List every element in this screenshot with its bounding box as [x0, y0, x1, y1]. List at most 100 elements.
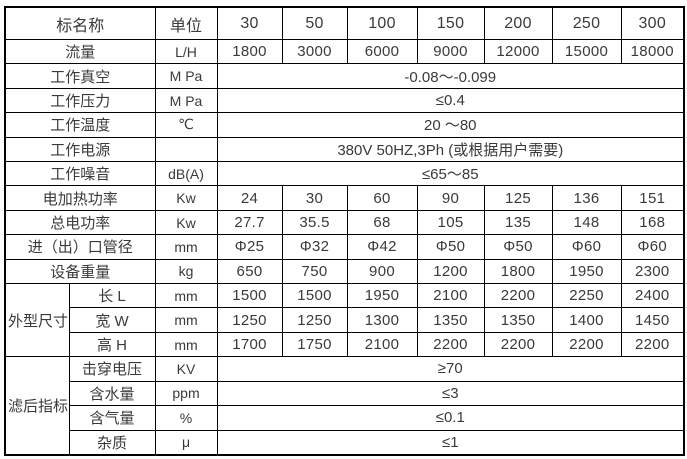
- unit-cell: mm: [154, 234, 218, 260]
- value-cell: Φ25: [216, 234, 283, 260]
- table-row-weight: 设备重量 kg 650 750 900 1200 1800 1950 2300: [4, 258, 685, 285]
- merged-value-cell: -0.08～-0.099: [216, 63, 685, 89]
- row-label: 高 H: [68, 331, 156, 358]
- unit-cell: %: [154, 405, 218, 431]
- value-cell: 1250: [281, 307, 348, 333]
- value-cell: 750: [281, 258, 348, 285]
- table-row-gas-content: 含气量 % ≤0.1: [5, 405, 685, 431]
- merged-value-cell: ≥70: [216, 356, 685, 382]
- value-cell: 135: [483, 209, 553, 236]
- table-row-flow: 流量 L/H 1800 3000 6000 9000 12000 15000 1…: [4, 38, 685, 65]
- header-model: 200: [483, 6, 553, 40]
- value-cell: 148: [551, 209, 622, 236]
- merged-value-cell: ≤0.4: [216, 87, 685, 114]
- row-label: 工作电源: [4, 136, 156, 163]
- row-label: 设备重量: [4, 258, 156, 285]
- value-cell: 1450: [620, 307, 685, 333]
- value-cell: 3000: [281, 38, 348, 65]
- value-cell: 12000: [483, 38, 553, 65]
- value-cell: 9000: [416, 38, 485, 65]
- row-label: 工作温度: [4, 112, 156, 138]
- unit-cell: [154, 136, 218, 163]
- value-cell: 1800: [216, 38, 283, 65]
- value-cell: 1200: [416, 258, 485, 285]
- value-cell: Φ50: [483, 234, 553, 260]
- table-row-pipe-diameter: 进（出）口管径 mm Φ25 Φ32 Φ42 Φ50 Φ50 Φ60 Φ60: [4, 234, 685, 260]
- value-cell: Φ32: [281, 234, 348, 260]
- row-label: 工作压力: [4, 87, 156, 114]
- group-label-filter: 滤后指标: [4, 356, 70, 456]
- value-cell: 1800: [483, 258, 553, 285]
- table-row-water-content: 含水量 ppm ≤3: [5, 380, 685, 407]
- value-cell: 900: [346, 258, 418, 285]
- unit-cell: kg: [154, 258, 218, 285]
- value-cell: 60: [346, 185, 418, 211]
- unit-cell: M Pa: [154, 63, 218, 89]
- row-label: 工作真空: [4, 63, 156, 89]
- table-row-total-power: 总电功率 Kw 27.7 35.5 68 105 135 148 168: [4, 209, 685, 236]
- header-name-label: 标名称: [4, 6, 156, 40]
- value-cell: 2100: [346, 331, 418, 358]
- merged-value-cell: ≤3: [216, 380, 685, 407]
- value-cell: Φ60: [620, 234, 685, 260]
- value-cell: 68: [346, 209, 418, 236]
- value-cell: 30: [281, 185, 348, 211]
- unit-cell: ppm: [154, 380, 218, 407]
- header-model: 250: [551, 6, 622, 40]
- value-cell: 2400: [620, 283, 685, 309]
- value-cell: 168: [620, 209, 685, 236]
- header-model: 150: [416, 6, 485, 40]
- value-cell: 1300: [346, 307, 418, 333]
- value-cell: 6000: [346, 38, 418, 65]
- row-label: 长 L: [68, 283, 156, 309]
- value-cell: 2200: [620, 331, 685, 358]
- row-label: 电加热功率: [4, 185, 156, 211]
- value-cell: 2200: [551, 331, 622, 358]
- value-cell: 2200: [483, 331, 553, 358]
- value-cell: 1400: [551, 307, 622, 333]
- table-row-impurity: 杂质 μ ≤1: [5, 429, 685, 456]
- unit-cell: Kw: [154, 209, 218, 236]
- table-row-width: 宽 W mm 1250 1250 1300 1350 1350 1400 145…: [5, 307, 685, 333]
- value-cell: 1500: [281, 283, 348, 309]
- value-cell: 2250: [551, 283, 622, 309]
- value-cell: 650: [216, 258, 283, 285]
- value-cell: 136: [551, 185, 622, 211]
- value-cell: 1950: [346, 283, 418, 309]
- table-row-pressure: 工作压力 M Pa ≤0.4: [4, 87, 685, 114]
- row-label: 工作噪音: [4, 161, 156, 187]
- unit-cell: ℃: [154, 112, 218, 138]
- unit-cell: μ: [154, 429, 218, 456]
- header-model: 300: [620, 6, 685, 40]
- group-label-dimensions: 外型尺寸: [4, 283, 70, 358]
- unit-cell: mm: [154, 307, 218, 333]
- merged-value-cell: ≤1: [216, 429, 685, 456]
- value-cell: 1350: [483, 307, 553, 333]
- unit-cell: dB(A): [154, 161, 218, 187]
- value-cell: 2100: [416, 283, 485, 309]
- value-cell: Φ50: [416, 234, 485, 260]
- row-label: 击穿电压: [68, 356, 156, 382]
- value-cell: 151: [620, 185, 685, 211]
- table-row-noise: 工作噪音 dB(A) ≤65～85: [4, 161, 685, 187]
- row-label: 总电功率: [4, 209, 156, 236]
- unit-cell: mm: [154, 331, 218, 358]
- unit-cell: KV: [154, 356, 218, 382]
- row-label: 杂质: [68, 429, 156, 456]
- table-row-temperature: 工作温度 ℃ 20 ～80: [4, 112, 685, 138]
- value-cell: 1950: [551, 258, 622, 285]
- value-cell: 27.7: [216, 209, 283, 236]
- value-cell: 90: [416, 185, 485, 211]
- row-label: 含气量: [68, 405, 156, 431]
- header-row: 标名称 单位 30 50 100 150 200 250 300: [4, 6, 685, 40]
- header-model: 30: [216, 6, 283, 40]
- value-cell: 2300: [620, 258, 685, 285]
- table-row-vacuum: 工作真空 M Pa -0.08～-0.099: [4, 63, 685, 89]
- value-cell: 105: [416, 209, 485, 236]
- value-cell: 1750: [281, 331, 348, 358]
- value-cell: 18000: [620, 38, 685, 65]
- merged-value-cell: 380V 50HZ,3Ph (或根据用户需要): [216, 136, 685, 163]
- merged-value-cell: 20 ～80: [216, 112, 685, 138]
- table-row-heating-power: 电加热功率 Kw 24 30 60 90 125 136 151: [4, 185, 685, 211]
- value-cell: 125: [483, 185, 553, 211]
